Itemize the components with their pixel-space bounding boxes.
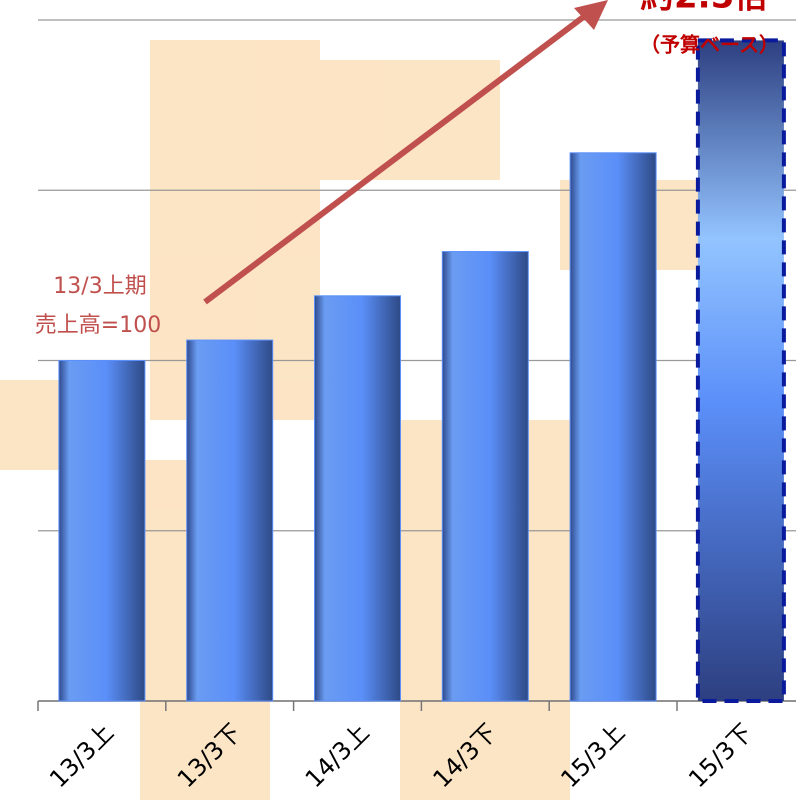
x-tick-label: 13/3上: [44, 718, 119, 793]
bar: [58, 360, 146, 702]
arrow-head: [574, 0, 608, 30]
callout-sub: （予算ベース）: [640, 33, 779, 57]
annotation-line1: 13/3上期: [53, 274, 146, 299]
bar: [569, 152, 657, 702]
annotation-line2: 売上高=100: [35, 313, 161, 338]
x-tick-label: 14/3上: [300, 718, 375, 793]
bar: [186, 339, 274, 702]
bar: [695, 38, 786, 704]
callout-main: 約2.5倍: [640, 0, 768, 17]
bar: [441, 251, 529, 702]
x-tick-label: 15/3下: [683, 718, 758, 793]
arrow: [203, 9, 592, 305]
bar: [314, 295, 401, 702]
